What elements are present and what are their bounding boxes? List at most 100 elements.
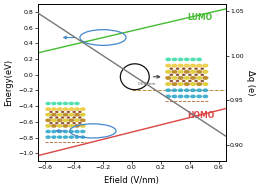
- Circle shape: [56, 117, 58, 118]
- Circle shape: [50, 117, 52, 118]
- Circle shape: [52, 130, 56, 133]
- Circle shape: [50, 111, 52, 112]
- Circle shape: [203, 70, 208, 73]
- Circle shape: [172, 58, 177, 61]
- Circle shape: [69, 102, 73, 105]
- Circle shape: [75, 108, 79, 110]
- Circle shape: [185, 95, 189, 98]
- Circle shape: [201, 74, 203, 75]
- Y-axis label: Energy(eV): Energy(eV): [4, 59, 13, 106]
- Circle shape: [69, 125, 74, 127]
- Circle shape: [195, 80, 197, 82]
- Circle shape: [75, 102, 79, 105]
- Circle shape: [52, 119, 56, 122]
- Circle shape: [69, 136, 73, 138]
- Circle shape: [81, 114, 85, 116]
- Circle shape: [62, 117, 64, 118]
- Circle shape: [67, 111, 69, 112]
- Circle shape: [191, 89, 195, 91]
- Circle shape: [63, 119, 68, 122]
- Circle shape: [197, 70, 202, 73]
- Circle shape: [170, 80, 172, 82]
- Circle shape: [79, 117, 81, 118]
- Circle shape: [63, 102, 68, 105]
- Circle shape: [67, 122, 69, 124]
- Circle shape: [195, 68, 197, 69]
- Circle shape: [46, 136, 50, 138]
- Circle shape: [56, 122, 58, 124]
- Circle shape: [176, 68, 179, 69]
- Circle shape: [166, 70, 171, 73]
- Circle shape: [46, 114, 50, 116]
- Circle shape: [75, 114, 79, 116]
- Circle shape: [57, 125, 62, 127]
- Circle shape: [172, 83, 177, 85]
- Circle shape: [178, 95, 183, 98]
- Circle shape: [184, 64, 189, 67]
- Circle shape: [52, 108, 56, 110]
- Circle shape: [52, 136, 56, 138]
- Circle shape: [201, 68, 203, 69]
- Circle shape: [166, 77, 171, 79]
- Circle shape: [57, 108, 62, 110]
- Circle shape: [195, 74, 197, 75]
- Circle shape: [57, 114, 62, 116]
- Circle shape: [197, 77, 202, 79]
- Circle shape: [166, 89, 170, 91]
- Text: HOMO: HOMO: [187, 111, 214, 120]
- Circle shape: [183, 74, 185, 75]
- Circle shape: [178, 83, 183, 85]
- Circle shape: [52, 114, 56, 116]
- Circle shape: [183, 68, 185, 69]
- Circle shape: [184, 77, 189, 79]
- Circle shape: [75, 130, 79, 133]
- Circle shape: [81, 125, 85, 127]
- Circle shape: [81, 119, 85, 122]
- Circle shape: [75, 136, 79, 138]
- Circle shape: [184, 83, 189, 85]
- Circle shape: [46, 119, 50, 122]
- Circle shape: [184, 70, 189, 73]
- Circle shape: [69, 108, 74, 110]
- Circle shape: [191, 95, 195, 98]
- Circle shape: [176, 74, 179, 75]
- Circle shape: [75, 125, 79, 127]
- Circle shape: [197, 64, 202, 67]
- Circle shape: [58, 136, 62, 138]
- Circle shape: [46, 130, 50, 133]
- Circle shape: [79, 111, 81, 112]
- Circle shape: [81, 136, 85, 138]
- Circle shape: [178, 89, 183, 91]
- Circle shape: [191, 58, 195, 61]
- Circle shape: [67, 117, 69, 118]
- Circle shape: [58, 130, 62, 133]
- Circle shape: [203, 89, 207, 91]
- Circle shape: [197, 95, 201, 98]
- Circle shape: [73, 111, 75, 112]
- Circle shape: [81, 130, 85, 133]
- Text: LUMO: LUMO: [187, 13, 212, 22]
- Circle shape: [63, 108, 68, 110]
- Circle shape: [189, 80, 191, 82]
- Circle shape: [178, 58, 183, 61]
- Circle shape: [166, 64, 171, 67]
- Circle shape: [178, 70, 183, 73]
- Circle shape: [63, 130, 68, 133]
- Circle shape: [203, 77, 208, 79]
- Circle shape: [50, 122, 52, 124]
- Circle shape: [166, 95, 170, 98]
- Circle shape: [73, 122, 75, 124]
- Circle shape: [178, 64, 183, 67]
- Circle shape: [63, 114, 68, 116]
- Circle shape: [63, 125, 68, 127]
- Circle shape: [170, 68, 172, 69]
- Y-axis label: Δq (e): Δq (e): [246, 70, 255, 95]
- Circle shape: [183, 80, 185, 82]
- Circle shape: [79, 122, 81, 124]
- Circle shape: [69, 114, 74, 116]
- Circle shape: [191, 70, 195, 73]
- Circle shape: [189, 68, 191, 69]
- Circle shape: [191, 64, 195, 67]
- Circle shape: [62, 122, 64, 124]
- Circle shape: [69, 130, 73, 133]
